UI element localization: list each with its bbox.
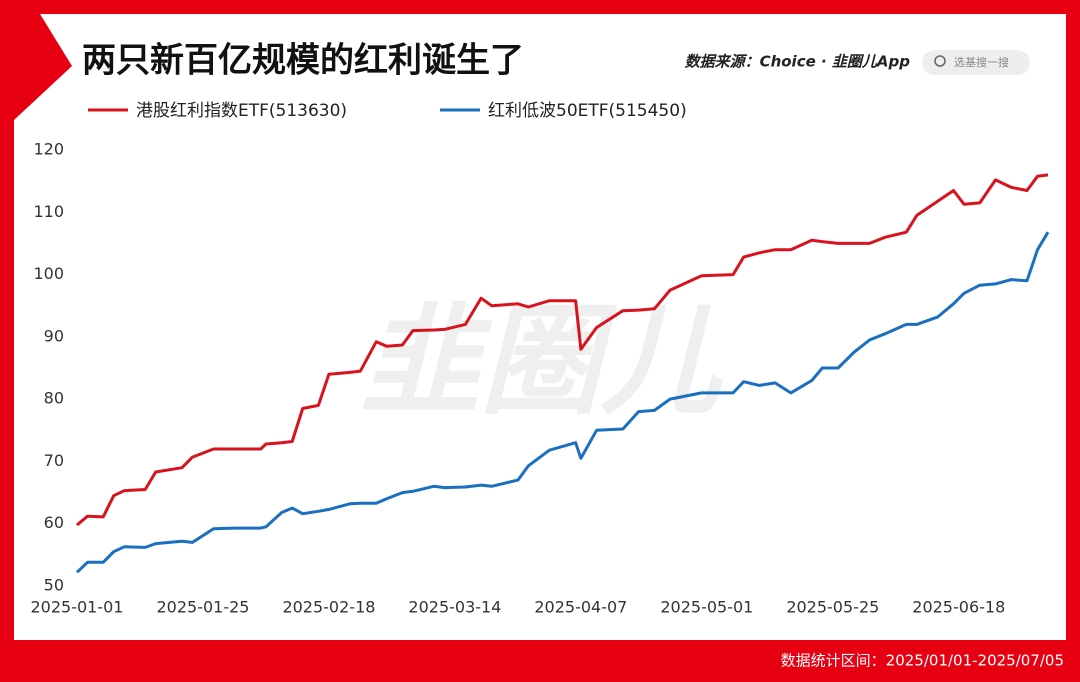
legend-label: 港股红利指数ETF(513630) [136,101,347,121]
series-line [75,231,1050,574]
y-tick-label: 100 [33,264,64,283]
x-tick-label: 2025-01-01 [31,598,124,617]
card [14,14,1066,640]
y-tick-label: 90 [44,326,64,345]
search-icon [934,55,946,67]
x-tick-label: 2025-01-25 [156,598,249,617]
y-tick-label: 110 [33,202,64,221]
y-tick-label: 60 [44,513,64,532]
corner [14,14,72,120]
watermark: 韭圈儿 [360,293,724,432]
x-tick-label: 2025-02-18 [282,598,375,617]
x-tick-label: 2025-05-25 [786,598,879,617]
legend-label: 红利低波50ETF(515450) [488,101,687,121]
search-box[interactable] [922,50,1030,75]
y-tick-label: 120 [33,140,64,159]
footnote: 数据统计区间：2025/01/01-2025/07/05 [781,652,1064,670]
y-tick-label: 70 [44,451,64,470]
source: 数据来源：Choice · 韭圈儿App [685,53,911,71]
chart-title: 两只新百亿规模的红利诞生了 [82,41,524,81]
x-tick-label: 2025-06-18 [912,598,1005,617]
x-tick-label: 2025-05-01 [660,598,753,617]
y-tick-label: 80 [44,389,64,408]
x-tick-label: 2025-03-14 [408,598,501,617]
search-placeholder: 选基搜一搜 [954,55,1009,69]
y-tick-label: 50 [44,576,64,595]
x-tick-label: 2025-04-07 [534,598,627,617]
series-line [76,173,1049,527]
